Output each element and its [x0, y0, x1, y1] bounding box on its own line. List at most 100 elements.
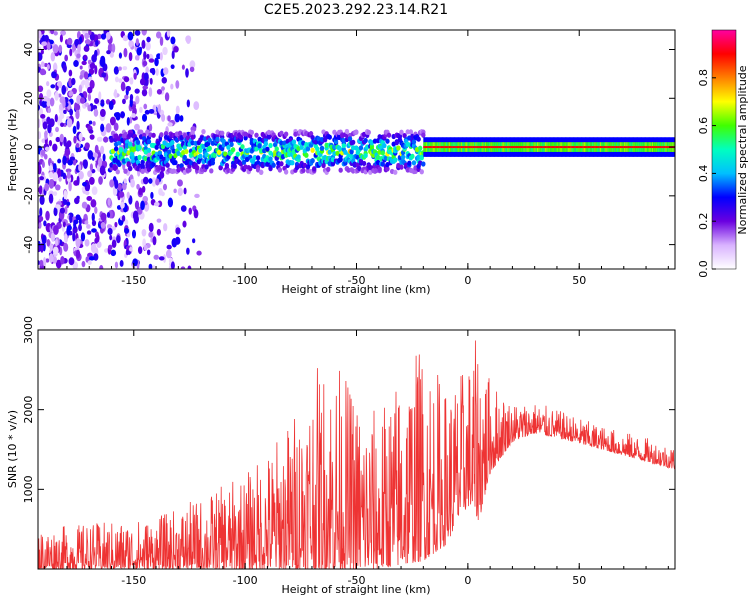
heatmap-cell: [508, 146, 512, 149]
heatmap-cell: [487, 146, 490, 149]
heatmap-cell: [48, 253, 54, 263]
heatmap-cell: [510, 146, 513, 149]
heatmap-cell: [380, 161, 385, 167]
heatmap-cell: [86, 195, 93, 201]
heatmap-cell: [184, 148, 189, 155]
heatmap-cell: [189, 66, 195, 73]
heatmap-cell: [134, 88, 140, 94]
heatmap-cell: [659, 146, 663, 149]
heatmap-cell: [319, 145, 325, 151]
heatmap-cell: [255, 155, 261, 161]
heatmap-cell: [599, 146, 602, 149]
heatmap-cell: [152, 236, 157, 246]
heatmap-cell: [605, 146, 608, 149]
heatmap-cell: [232, 163, 237, 169]
heatmap-cell: [138, 187, 143, 196]
heatmap-cell: [618, 146, 621, 149]
heatmap-cell: [148, 87, 153, 97]
heatmap-cell: [578, 146, 581, 149]
heatmap-cell: [352, 161, 357, 168]
heatmap-cell: [78, 164, 82, 172]
heatmap-cell: [43, 34, 49, 42]
heatmap-cell: [124, 94, 129, 100]
heatmap-cell: [167, 197, 174, 208]
heatmap-cell: [53, 225, 59, 235]
heatmap-cell: [338, 157, 343, 163]
heatmap-cell: [128, 39, 134, 48]
heatmap-cell: [556, 146, 560, 149]
heatmap-cell: [89, 62, 96, 70]
heatmap-cell: [399, 129, 404, 135]
heatmap-cell: [94, 64, 98, 75]
heatmap-cell: [46, 42, 51, 51]
heatmap-cell: [122, 183, 127, 191]
heatmap-cell: [88, 176, 95, 185]
heatmap-cell: [141, 39, 146, 49]
heatmap-cell: [162, 46, 168, 56]
heatmap-cell: [100, 145, 105, 155]
heatmap-cell: [51, 71, 57, 79]
heatmap-cell: [446, 146, 449, 149]
heatmap-cell: [349, 149, 354, 155]
heatmap-cell: [153, 201, 160, 207]
heatmap-cell: [59, 34, 63, 43]
heatmap-cell: [67, 37, 73, 46]
heatmap-cell: [154, 144, 159, 150]
heatmap-cell: [146, 147, 152, 153]
heatmap-cell: [185, 135, 191, 141]
heatmap-cell: [52, 172, 59, 182]
heatmap-cell: [157, 150, 163, 156]
heatmap-cell: [582, 146, 585, 149]
heatmap-cell: [173, 45, 179, 53]
heatmap-cell: [68, 77, 73, 88]
heatmap-cell: [562, 146, 565, 149]
heatmap-cell: [129, 77, 134, 85]
heatmap-cell: [65, 168, 72, 173]
heatmap-cell: [407, 160, 412, 166]
heatmap-cell: [39, 207, 43, 217]
heatmap-cell: [140, 159, 145, 165]
heatmap-cell: [131, 113, 137, 118]
heatmap-cell: [400, 154, 406, 160]
heatmap-cell: [570, 146, 573, 149]
heatmap-cell: [326, 166, 331, 173]
heatmap-cell: [140, 168, 145, 174]
snr-x-tick-label: 0: [464, 574, 471, 587]
heatmap-cell: [103, 136, 109, 143]
heatmap-cell: [125, 85, 131, 92]
heatmap-cell: [143, 244, 148, 251]
heatmap-cell: [80, 232, 86, 242]
heatmap-cell: [198, 153, 203, 159]
heatmap-cell: [38, 30, 42, 39]
heatmap-cell: [122, 66, 128, 71]
heatmap-cell: [159, 170, 165, 179]
heatmap-cell: [146, 249, 151, 256]
heatmap-cell: [120, 111, 125, 118]
heatmap-cell: [46, 116, 51, 125]
heatmap-cell: [113, 89, 118, 99]
heatmap-cell: [66, 171, 71, 179]
heatmap-cell: [540, 146, 544, 149]
heatmap-cell: [100, 222, 106, 229]
heatmap-cell: [91, 186, 98, 195]
heatmap-cell: [99, 265, 104, 269]
heatmap-cell: [136, 183, 140, 190]
heatmap-cell: [84, 220, 89, 225]
heatmap-cell: [63, 109, 67, 115]
heatmap-cell: [42, 95, 48, 102]
heatmap-cell: [440, 146, 443, 149]
heatmap-cell: [55, 126, 59, 133]
heatmap-cell: [59, 133, 64, 143]
heatmap-cell: [478, 146, 481, 149]
heatmap-cell: [149, 77, 153, 85]
heatmap-cell: [586, 146, 589, 149]
heatmap-cell: [113, 122, 119, 132]
heatmap-cell: [173, 159, 178, 166]
heatmap-cell: [44, 130, 48, 141]
heatmap-cell: [650, 146, 653, 149]
heatmap-cell: [151, 67, 156, 76]
heatmap-cell: [315, 146, 320, 152]
heatmap-cell: [98, 176, 103, 185]
heatmap-cell: [629, 146, 632, 149]
heatmap-cell: [75, 237, 81, 248]
